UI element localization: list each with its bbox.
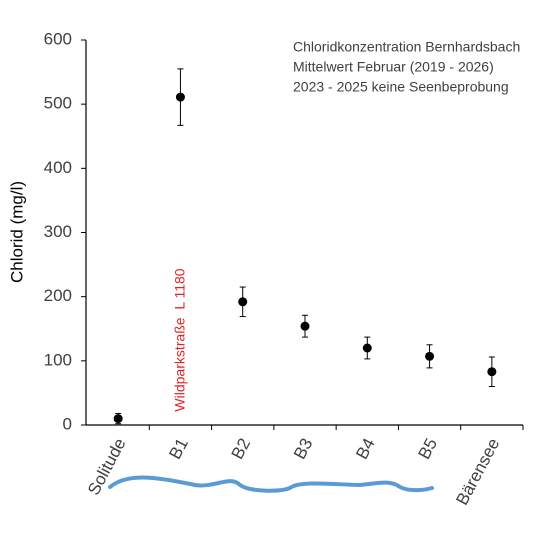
point: [425, 351, 435, 361]
point: [300, 321, 310, 331]
point: [362, 343, 372, 353]
annotation: Wildparkstraße L 1180: [172, 268, 188, 411]
point: [487, 367, 497, 377]
y-tick-label: 400: [44, 158, 72, 177]
y-tick-label: 600: [44, 29, 72, 48]
y-tick-label: 200: [44, 286, 72, 305]
y-tick-label: 0: [63, 414, 72, 433]
y-tick-label: 300: [44, 222, 72, 241]
title-line: Chloridkonzentration Bernhardsbach: [293, 39, 520, 55]
y-tick-label: 500: [44, 94, 72, 113]
point: [175, 92, 185, 102]
y-tick-label: 100: [44, 350, 72, 369]
point: [238, 297, 248, 307]
stream-line: [108, 475, 434, 493]
y-axis-label: Chlorid (mg/l): [7, 181, 26, 283]
title-line: 2023 - 2025 keine Seenbeprobung: [293, 79, 509, 95]
title-line: Mittelwert Februar (2019 - 2026): [293, 59, 494, 75]
point: [113, 414, 123, 424]
